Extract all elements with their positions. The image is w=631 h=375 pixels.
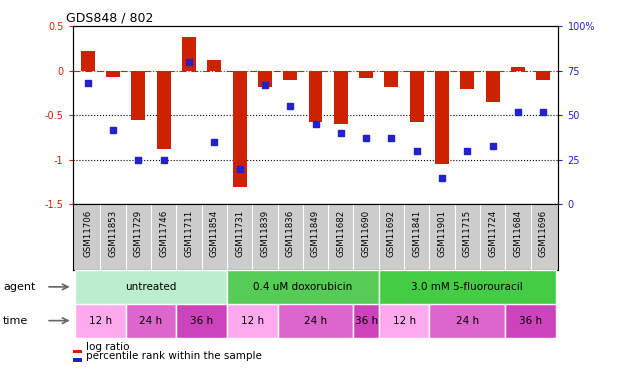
Point (411, 148, 422, 154)
Point (260, 82, 270, 88)
Text: GSM11729: GSM11729 (134, 210, 143, 257)
Bar (227, 270, 379, 304)
Bar (461, 71, 475, 88)
Text: GSM11724: GSM11724 (488, 210, 497, 257)
Text: percentile rank within the sample: percentile rank within the sample (86, 351, 262, 361)
Text: 3.0 mM 5-fluorouracil: 3.0 mM 5-fluorouracil (411, 282, 523, 292)
Bar (486, 71, 500, 102)
Bar (278, 304, 353, 338)
Text: GSM11706: GSM11706 (83, 210, 92, 257)
Text: agent: agent (3, 282, 35, 292)
Text: GSM11849: GSM11849 (311, 210, 320, 257)
Point (463, 148, 473, 154)
Bar (81, 51, 95, 71)
Bar (309, 71, 322, 122)
Bar (233, 71, 247, 187)
Text: GSM11690: GSM11690 (362, 210, 370, 257)
Bar (258, 71, 272, 87)
Text: GSM11696: GSM11696 (539, 210, 548, 257)
Point (133, 157, 143, 163)
Bar (505, 304, 556, 338)
Text: GSM11684: GSM11684 (514, 210, 522, 257)
Text: 24 h: 24 h (304, 316, 327, 326)
Bar (106, 71, 120, 77)
Bar (131, 71, 145, 120)
Text: GSM11711: GSM11711 (184, 210, 194, 257)
Bar (379, 270, 556, 304)
Point (108, 127, 118, 133)
Text: 12 h: 12 h (89, 316, 112, 326)
Point (488, 142, 498, 148)
Bar (126, 304, 176, 338)
Bar (410, 71, 423, 122)
Text: untreated: untreated (126, 282, 177, 292)
Bar (73, 358, 82, 362)
Text: 36 h: 36 h (519, 316, 542, 326)
Bar (359, 71, 373, 78)
Bar (384, 71, 398, 87)
Bar (283, 71, 297, 80)
Bar (156, 71, 170, 149)
Bar (73, 350, 82, 353)
Point (386, 135, 396, 141)
Text: GSM11692: GSM11692 (387, 210, 396, 257)
Text: GSM11731: GSM11731 (235, 210, 244, 257)
Bar (379, 304, 429, 338)
Text: 36 h: 36 h (355, 316, 378, 326)
Point (235, 166, 245, 172)
Point (513, 109, 523, 115)
Point (83, 80, 93, 86)
Point (158, 157, 168, 163)
Bar (435, 71, 449, 164)
Bar (511, 67, 525, 71)
Text: GSM11841: GSM11841 (412, 210, 422, 257)
Text: 12 h: 12 h (392, 316, 416, 326)
Point (361, 135, 371, 141)
Bar (227, 304, 278, 338)
Point (336, 130, 346, 136)
Bar (75, 270, 227, 304)
Bar (429, 304, 505, 338)
Point (437, 175, 447, 181)
Bar (536, 71, 550, 80)
Bar (176, 304, 227, 338)
Text: GSM11901: GSM11901 (437, 210, 447, 257)
Text: GSM11715: GSM11715 (463, 210, 472, 257)
Text: 36 h: 36 h (190, 316, 213, 326)
Text: 24 h: 24 h (139, 316, 163, 326)
Bar (75, 304, 126, 338)
Point (538, 109, 548, 115)
Text: 0.4 uM doxorubicin: 0.4 uM doxorubicin (253, 282, 353, 292)
Text: GSM11853: GSM11853 (109, 210, 117, 257)
Point (209, 139, 220, 145)
Text: 12 h: 12 h (240, 316, 264, 326)
Text: GSM11682: GSM11682 (336, 210, 345, 257)
Bar (334, 71, 348, 124)
Point (184, 59, 194, 65)
Text: GSM11839: GSM11839 (261, 210, 269, 257)
Text: 24 h: 24 h (456, 316, 479, 326)
Text: GSM11746: GSM11746 (159, 210, 168, 257)
Text: GSM11836: GSM11836 (286, 210, 295, 257)
Text: GDS848 / 802: GDS848 / 802 (66, 11, 153, 24)
Text: time: time (3, 316, 28, 326)
Text: log ratio: log ratio (86, 342, 129, 352)
Point (310, 121, 321, 127)
Bar (182, 37, 196, 71)
Bar (208, 60, 221, 71)
Text: GSM11854: GSM11854 (209, 210, 219, 257)
Point (285, 104, 295, 110)
Bar (353, 304, 379, 338)
